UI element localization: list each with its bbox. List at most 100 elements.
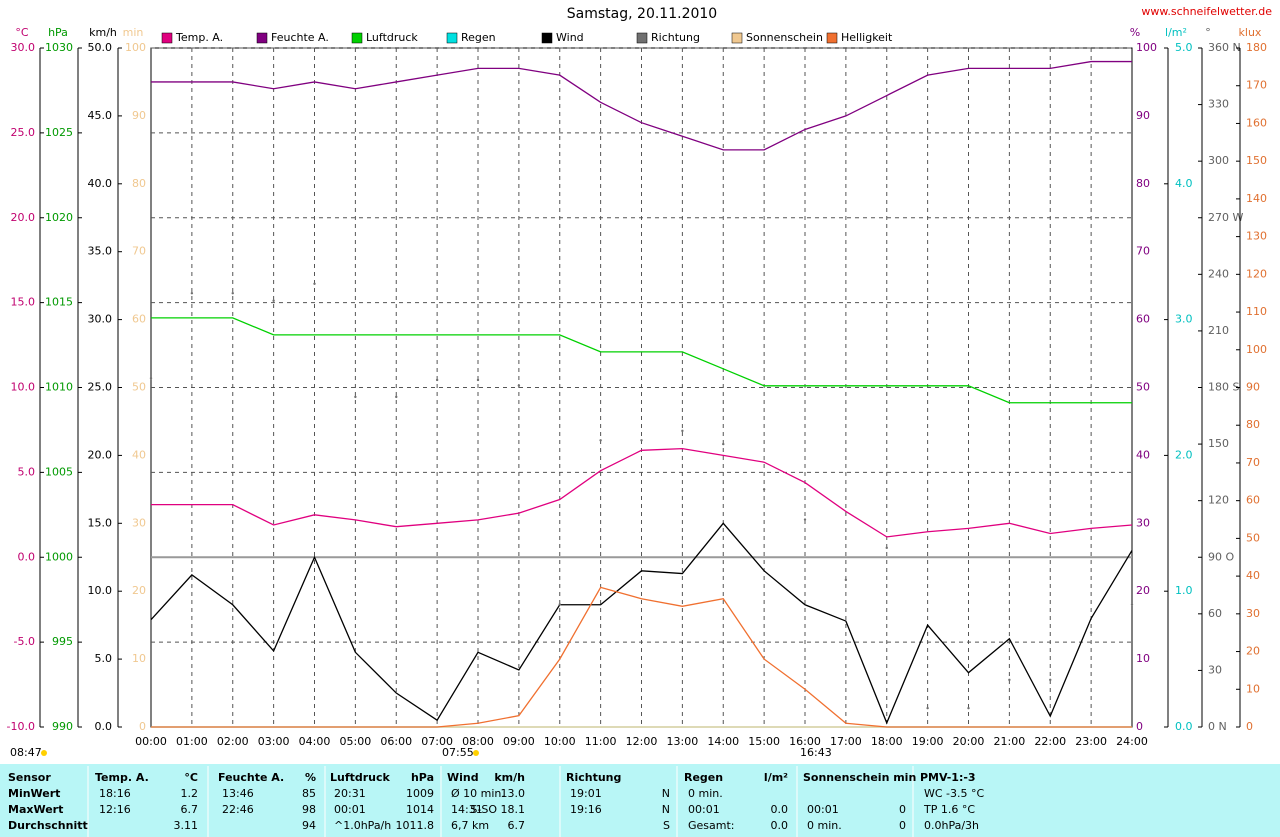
x-tick-label: 15:00 bbox=[748, 735, 780, 748]
y-tick-label: 170 bbox=[1246, 79, 1267, 92]
y-tick-label: 80 bbox=[1246, 418, 1260, 431]
cell-right: 0.0 bbox=[771, 803, 789, 816]
direction-dot bbox=[640, 439, 643, 442]
axis-unit: l/m² bbox=[1165, 26, 1187, 39]
y-tick-label: 20.0 bbox=[88, 448, 113, 461]
y-tick-label: 10 bbox=[1246, 682, 1260, 695]
y-tick-label: 2.0 bbox=[1175, 448, 1193, 461]
legend-label: Richtung bbox=[651, 31, 700, 44]
y-tick-label: 4.0 bbox=[1175, 177, 1193, 190]
y-tick-label: 40 bbox=[1246, 569, 1260, 582]
row-label: MinWert bbox=[8, 787, 60, 800]
y-tick-label: 3.0 bbox=[1175, 313, 1193, 326]
y-tick-label: 1025 bbox=[45, 126, 73, 139]
table-header-unit: % bbox=[305, 771, 316, 784]
x-tick-label: 13:00 bbox=[667, 735, 699, 748]
cell-left: WC -3.5 °C bbox=[924, 787, 985, 800]
y-tick-label: 45.0 bbox=[88, 109, 113, 122]
direction-dot bbox=[722, 442, 725, 446]
cell-right: 0 bbox=[899, 803, 906, 816]
cell-left: 22:46 bbox=[222, 803, 254, 816]
y-tick-label: 25.0 bbox=[88, 381, 113, 394]
cell-left: 12:16 bbox=[99, 803, 131, 816]
y-tick-label: 50 bbox=[132, 381, 146, 394]
y-tick-label: -10.0 bbox=[7, 720, 35, 733]
direction-dot bbox=[885, 546, 888, 550]
y-tick-label: 0 bbox=[1136, 720, 1143, 733]
x-tick-label: 03:00 bbox=[258, 735, 290, 748]
y-tick-label: 1030 bbox=[45, 41, 73, 54]
table-header: Temp. A. bbox=[95, 771, 149, 784]
y-tick-label: 300 bbox=[1208, 154, 1229, 167]
sun-time: 16:43 bbox=[800, 746, 832, 759]
x-tick-label: 11:00 bbox=[585, 735, 617, 748]
table-lines bbox=[87, 766, 914, 837]
table-header: Feuchte A. bbox=[218, 771, 284, 784]
y-tick-label: 270 W bbox=[1208, 211, 1243, 224]
x-tick-label: 02:00 bbox=[217, 735, 249, 748]
legend-label: Luftdruck bbox=[366, 31, 418, 44]
y-tick-label: 330 bbox=[1208, 98, 1229, 111]
direction-dot bbox=[149, 376, 153, 380]
x-tick-label: 14:00 bbox=[707, 735, 739, 748]
y-tick-label: 10 bbox=[132, 652, 146, 665]
y-tick-label: 60 bbox=[1136, 313, 1150, 326]
x-tick-label: 10:00 bbox=[544, 735, 576, 748]
chart-title: Samstag, 20.11.2010 bbox=[567, 6, 717, 22]
legend-label: Helligkeit bbox=[841, 31, 893, 44]
y-tick-label: 5.0 bbox=[1175, 41, 1193, 54]
y-tick-label: 50 bbox=[1246, 531, 1260, 544]
direction-dot bbox=[599, 439, 602, 442]
direction-dot bbox=[844, 578, 848, 582]
direction-dot bbox=[803, 518, 807, 521]
x-tick-label: 21:00 bbox=[994, 735, 1026, 748]
y-tick-label: 1010 bbox=[45, 381, 73, 394]
y-tick-label: 20.0 bbox=[11, 211, 36, 224]
x-tick-label: 04:00 bbox=[299, 735, 331, 748]
y-tick-label: 70 bbox=[132, 245, 146, 258]
cell-left: 0.0hPa/3h bbox=[924, 819, 979, 832]
table-header: Regen bbox=[684, 771, 723, 784]
y-tick-label: -5.0 bbox=[14, 635, 35, 648]
cell-right: 85 bbox=[302, 787, 316, 800]
table-header-unit: hPa bbox=[411, 771, 434, 784]
x-tick-label: 17:00 bbox=[830, 735, 862, 748]
legend-label: Sonnenschein bbox=[746, 31, 823, 44]
x-tick-label: 22:00 bbox=[1034, 735, 1066, 748]
cell-left: TP 1.6 °C bbox=[923, 803, 975, 816]
y-tick-label: 0.0 bbox=[1175, 720, 1193, 733]
table-header-unit: l/m² bbox=[764, 771, 788, 784]
axis-unit: min bbox=[123, 26, 144, 39]
x-tick-label: 05:00 bbox=[340, 735, 372, 748]
y-tick-label: 10.0 bbox=[88, 584, 113, 597]
cell-left: 19:16 bbox=[570, 803, 602, 816]
y-tick-label: 35.0 bbox=[88, 245, 113, 258]
legend-swatch bbox=[446, 32, 458, 44]
table-header: PMV-1:-3 bbox=[920, 771, 976, 784]
direction-dot bbox=[476, 378, 480, 382]
x-tick-label: 08:00 bbox=[462, 735, 494, 748]
x-tick-label: 07:00 bbox=[421, 735, 453, 748]
legend-swatch bbox=[351, 32, 363, 44]
y-tick-label: 50.0 bbox=[88, 41, 113, 54]
y-tick-label: 110 bbox=[1246, 305, 1267, 318]
x-tick-label: 19:00 bbox=[912, 735, 944, 748]
x-tick-label: 16:00 bbox=[789, 735, 821, 748]
y-tick-label: 10.0 bbox=[11, 381, 36, 394]
y-tick-label: 15.0 bbox=[88, 516, 113, 529]
y-tick-label: 1015 bbox=[45, 296, 73, 309]
y-tick-label: 80 bbox=[132, 177, 146, 190]
y-tick-label: 100 bbox=[1246, 343, 1267, 356]
cell-right: 0 bbox=[899, 819, 906, 832]
y-tick-label: 30 bbox=[1136, 516, 1150, 529]
y-tick-label: 30 bbox=[1246, 607, 1260, 620]
x-tick-label: 24:00 bbox=[1116, 735, 1148, 748]
cell-left: 13:46 bbox=[222, 787, 254, 800]
direction-dot bbox=[967, 706, 970, 710]
cell-left: 14:31 bbox=[451, 803, 483, 816]
x-tick-label: 09:00 bbox=[503, 735, 535, 748]
direction-dot bbox=[395, 395, 398, 399]
direction-dot bbox=[1008, 678, 1011, 682]
cell-left: 0 min. bbox=[807, 819, 842, 832]
y-tick-label: 150 bbox=[1246, 154, 1267, 167]
